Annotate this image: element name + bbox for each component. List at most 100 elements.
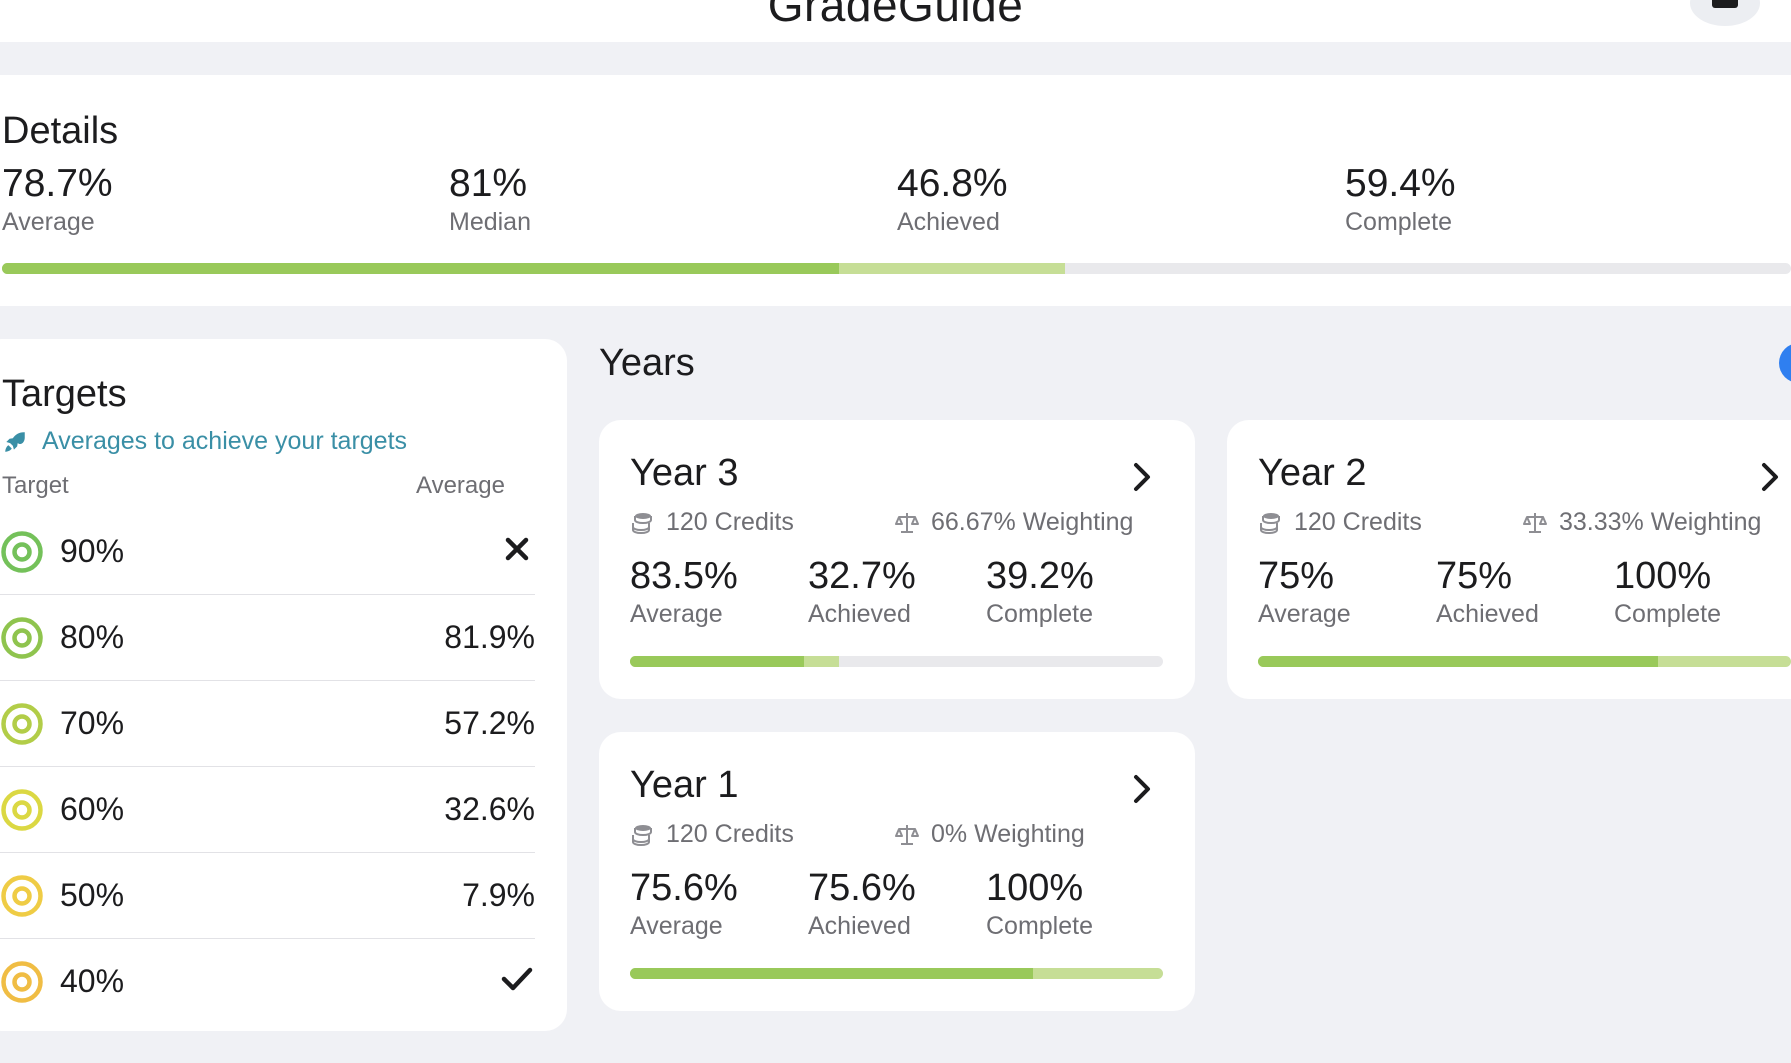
targets-subtitle: Averages to achieve your targets: [2, 427, 407, 456]
stat-label: Achieved: [808, 911, 911, 940]
stat-value: 75.6%: [808, 867, 916, 909]
credits-text: 120 Credits: [666, 820, 794, 848]
target-required-average: 81.9%: [444, 619, 535, 655]
stat-value: 100%: [1614, 555, 1712, 597]
year-credits: 120 Credits: [630, 508, 794, 537]
year-stat: 39.2% Complete: [986, 555, 1094, 629]
target-value: 90%: [60, 533, 125, 569]
target-value: 60%: [60, 791, 125, 827]
details-progress-bar: [2, 263, 1791, 274]
stat-label: Achieved: [897, 207, 1000, 236]
stat-label: Complete: [986, 911, 1093, 940]
target-value: 50%: [60, 877, 125, 913]
coins-icon: [632, 512, 652, 534]
coins-icon: [632, 824, 652, 846]
targets-subtitle-text: Averages to achieve your targets: [42, 427, 408, 455]
top-bar: GradeGuide: [0, 0, 1791, 42]
details-stat-achieved: 46.8% Achieved: [897, 162, 1008, 237]
target-row: 70% 57.2%: [0, 681, 535, 767]
stat-value: 75%: [1436, 555, 1513, 597]
details-stat-median: 81% Median: [449, 162, 531, 237]
target-row: 50% 7.9%: [0, 853, 535, 939]
year-stat: 75.6% Average: [630, 867, 738, 941]
target-required-average: 32.6%: [444, 791, 535, 827]
stat-label: Complete: [1614, 599, 1721, 628]
target-ring-icon: [1, 789, 43, 831]
add-year-button[interactable]: [1779, 343, 1791, 383]
year-progress-bar: [1258, 656, 1791, 667]
rocket-icon: [5, 431, 25, 452]
target-row: 90%: [0, 509, 535, 595]
year-card[interactable]: Year 2 120 Credits 33.33% Weighting 75% Aver…: [1227, 420, 1791, 699]
target-ring-icon: [1, 703, 43, 745]
year-stat: 75% Achieved: [1436, 555, 1539, 629]
credits-text: 120 Credits: [666, 508, 794, 536]
stat-value: 32.7%: [808, 555, 916, 597]
progress-achieved-segment: [630, 656, 805, 667]
coins-icon: [1260, 512, 1280, 534]
stat-value: 81%: [449, 162, 528, 205]
year-progress-bar: [630, 656, 1163, 667]
target-ring-icon: [1, 531, 43, 573]
year-stat: 100% Complete: [986, 867, 1093, 941]
year-weighting: 0% Weighting: [895, 820, 1085, 849]
year-credits: 120 Credits: [1258, 508, 1422, 537]
stat-label: Average: [630, 911, 723, 940]
target-value: 40%: [60, 963, 125, 999]
weighting-text: 0% Weighting: [931, 820, 1085, 848]
scale-icon: [895, 824, 919, 845]
year-stat: 83.5% Average: [630, 555, 738, 629]
year-stat: 75.6% Achieved: [808, 867, 916, 941]
target-row: 40%: [0, 939, 535, 1025]
progress-achieved-segment: [630, 968, 1033, 979]
scale-icon: [895, 512, 919, 533]
stat-value: 39.2%: [986, 555, 1094, 597]
stat-value: 59.4%: [1345, 162, 1456, 205]
progress-achieved-segment: [1258, 656, 1658, 667]
year-title: Year 3: [630, 452, 739, 494]
target-ring-icon: [1, 875, 43, 917]
target-ring-icon: [1, 617, 43, 659]
stat-value: 46.8%: [897, 162, 1008, 205]
chevron-right-icon[interactable]: [1757, 460, 1783, 494]
checkmark-icon: [501, 967, 533, 991]
credits-text: 120 Credits: [1294, 508, 1422, 536]
year-progress-bar: [630, 968, 1163, 979]
target-row: 60% 32.6%: [0, 767, 535, 853]
target-row: 80% 81.9%: [0, 595, 535, 681]
target-required-average: 57.2%: [444, 705, 535, 741]
details-panel: Details 78.7% Average 81% Median 46.8% A…: [0, 75, 1791, 306]
targets-col-target: Target: [2, 472, 69, 499]
stat-value: 83.5%: [630, 555, 738, 597]
year-credits: 120 Credits: [630, 820, 794, 849]
year-title: Year 2: [1258, 452, 1367, 494]
stat-label: Achieved: [1436, 599, 1539, 628]
details-title: Details: [2, 110, 119, 152]
details-stat-average: 78.7% Average: [2, 162, 113, 237]
year-title: Year 1: [630, 764, 739, 806]
stat-label: Average: [1258, 599, 1351, 628]
target-ring-icon: [1, 961, 43, 1003]
chevron-right-icon[interactable]: [1129, 772, 1155, 806]
targets-col-average: Average: [416, 472, 505, 499]
stat-label: Achieved: [808, 599, 911, 628]
cross-icon: [505, 537, 529, 561]
chevron-right-icon[interactable]: [1129, 460, 1155, 494]
weighting-text: 33.33% Weighting: [1559, 508, 1762, 536]
year-stat: 100% Complete: [1614, 555, 1721, 629]
year-card[interactable]: Year 1 120 Credits 0% Weighting 75.6% Averag…: [599, 732, 1195, 1011]
stat-label: Average: [630, 599, 723, 628]
target-value: 70%: [60, 705, 125, 741]
weighting-text: 66.67% Weighting: [931, 508, 1134, 536]
progress-achieved-segment: [2, 263, 840, 274]
stat-value: 75.6%: [630, 867, 738, 909]
targets-card: Targets Averages to achieve your targets…: [0, 339, 567, 1031]
stat-label: Complete: [986, 599, 1093, 628]
stat-value: 100%: [986, 867, 1084, 909]
details-stat-complete: 59.4% Complete: [1345, 162, 1456, 237]
year-weighting: 66.67% Weighting: [895, 508, 1133, 537]
years-title: Years: [599, 342, 695, 384]
stat-value: 75%: [1258, 555, 1335, 597]
year-stat: 32.7% Achieved: [808, 555, 916, 629]
year-card[interactable]: Year 3 120 Credits 66.67% Weighting 83.5% Av…: [599, 420, 1195, 699]
